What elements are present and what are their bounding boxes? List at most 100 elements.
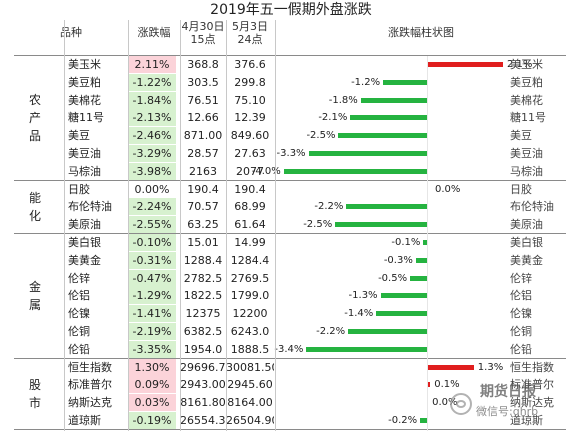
bar-name: 伦锌 [510, 271, 532, 285]
row-value-may3: 61.64 [234, 218, 266, 232]
table-row: 伦锌 -0.47% 2782.5 2769.5 -0.5% 伦锌 [14, 269, 566, 287]
table-row: 道琼斯 -0.19% 26554.3026504.90 -0.2% 道琼斯 [14, 412, 566, 429]
bar-label: 2.1% [506, 59, 533, 70]
group-label: 农产品 [28, 93, 41, 144]
row-value-may3: 2945.60 [227, 378, 273, 392]
bar-name: 美原油 [510, 218, 543, 232]
row-name: 伦铜 [68, 325, 90, 338]
table-row: 美玉米 2.11% 368.8 376.6 2.1% 美玉米 [14, 56, 566, 73]
bar-name: 纳斯达克 [510, 396, 554, 410]
bar-mark [383, 79, 427, 85]
group-label: 金属 [28, 280, 41, 313]
wechat-icon [450, 393, 472, 415]
table-row: 美豆粕 -1.22% 303.5 299.8 -1.2% 美豆粕 [14, 73, 566, 91]
row-value-apr30: 26554.30 [180, 414, 226, 427]
bar-mark [306, 346, 427, 352]
bar-label: -1.3% [348, 290, 378, 302]
header-date1-line1: 4月30日 [181, 20, 225, 33]
header-chart: 涨跌幅柱状图 [388, 26, 454, 39]
bar-name: 标准普尔 [510, 378, 554, 392]
row-value-may3: 75.10 [234, 93, 266, 107]
header-date2-line2: 24点 [237, 33, 263, 46]
table-row: 恒生指数 1.30% 29696.7030081.50 1.3% 恒生指数 [14, 358, 566, 376]
row-value-may3: 8164.00 [227, 396, 273, 410]
row-name: 糖11号 [68, 111, 104, 125]
row-value-apr30: 15.01 [187, 236, 219, 249]
bar-name: 美豆 [510, 129, 532, 143]
row-value-apr30: 871.00 [183, 129, 223, 143]
row-change: -2.46% [128, 127, 176, 145]
row-change: -3.35% [128, 340, 176, 358]
bar-name: 美豆油 [510, 147, 543, 160]
bar-axis [427, 56, 428, 431]
row-change: 0.09% [128, 376, 176, 394]
row-value-apr30: 2943.00 [180, 378, 226, 392]
bar-mark [415, 257, 427, 263]
header-date2-line1: 5月3日 [232, 20, 268, 33]
divider [128, 20, 129, 431]
bar-mark [376, 311, 427, 317]
row-name: 美黄金 [68, 253, 101, 267]
header-date2: 5月3日 24点 [226, 20, 274, 55]
group-divider [14, 428, 566, 430]
bar-mark [427, 364, 474, 370]
row-name: 美豆 [68, 129, 90, 143]
bar-label: -2.5% [306, 130, 336, 142]
bar-name: 伦铝 [510, 289, 532, 303]
bar-name: 伦镍 [510, 307, 532, 321]
bar-mark [350, 115, 427, 121]
bar-label: -4.0% [251, 165, 281, 177]
row-change: -1.29% [128, 287, 176, 305]
row-change: -1.84% [128, 91, 176, 109]
bar-label: -1.8% [328, 94, 358, 106]
bar-label: -3.3% [276, 148, 306, 159]
row-value-apr30: 12375 [185, 307, 221, 321]
row-change: 2.11% [128, 56, 176, 73]
bar-label: -2.2% [314, 201, 344, 213]
row-name: 美原油 [68, 218, 101, 232]
bar-label: 0.1% [434, 379, 460, 391]
row-change: 0.03% [128, 394, 176, 412]
bar-label: -0.3% [383, 254, 413, 266]
table-row: 美豆 -2.46% 871.00 849.60 -2.5% 美豆 [14, 127, 566, 145]
bar-mark [348, 329, 427, 334]
row-name: 伦镍 [68, 307, 90, 321]
row-value-apr30: 2163 [189, 164, 217, 178]
bar-mark [427, 382, 431, 388]
row-change: -0.10% [128, 234, 176, 251]
row-value-may3: 849.60 [230, 129, 270, 143]
row-name: 伦锌 [68, 271, 90, 285]
row-value-may3: 6243.0 [230, 325, 270, 338]
row-value-may3: 26504.90 [226, 414, 274, 427]
group-divider [14, 179, 566, 181]
header-date1: 4月30日 15点 [180, 20, 226, 55]
row-value-apr30: 29696.70 [180, 360, 226, 374]
header-divider [14, 55, 566, 56]
bar-mark [338, 133, 427, 139]
bar-label: -3.4% [274, 343, 304, 355]
bar-name: 美黄金 [510, 253, 543, 267]
table-row: 纳斯达克 0.03% 8161.80 8164.00 0.0% 纳斯达克 [14, 394, 566, 412]
group-label: 能化 [28, 191, 41, 224]
row-change: -1.22% [128, 73, 176, 91]
row-change: 1.30% [128, 358, 176, 376]
group-label: 股市 [28, 378, 41, 411]
row-value-may3: 68.99 [234, 200, 266, 214]
row-value-apr30: 2782.5 [183, 271, 223, 285]
row-name: 美玉米 [68, 58, 101, 71]
bar-label: -1.2% [351, 76, 381, 88]
table-row: 伦铝 -1.29% 1822.5 1799.0 -1.3% 伦铝 [14, 287, 566, 305]
bar-mark [283, 168, 427, 174]
bar-name: 布伦特油 [510, 200, 554, 214]
row-value-may3: 299.8 [234, 75, 266, 89]
row-value-apr30: 76.51 [187, 93, 219, 107]
row-change: -2.19% [128, 323, 176, 340]
bar-label: -2.2% [316, 326, 346, 337]
bar-name: 美玉米 [510, 58, 543, 71]
row-name: 纳斯达克 [68, 396, 112, 410]
row-change: -1.41% [128, 305, 176, 323]
bar-mark [308, 151, 427, 156]
table-row: 布伦特油 -2.24% 70.57 68.99 -2.2% 布伦特油 [14, 198, 566, 216]
bar-name: 伦铜 [510, 325, 532, 338]
divider [226, 20, 227, 431]
